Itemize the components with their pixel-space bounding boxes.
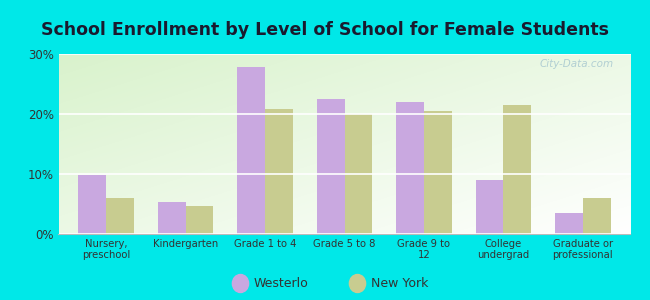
Text: New York: New York [370, 277, 428, 290]
Bar [503, 105, 531, 234]
Bar [424, 111, 452, 234]
Text: City-Data.com: City-Data.com [540, 59, 614, 69]
Bar [265, 109, 293, 234]
Bar [317, 99, 345, 234]
Bar [79, 175, 106, 234]
Bar [158, 202, 186, 234]
Bar [186, 206, 213, 234]
Bar [396, 102, 424, 234]
Bar [344, 114, 372, 234]
Bar [476, 180, 503, 234]
Bar [555, 213, 583, 234]
Bar [106, 198, 134, 234]
Text: School Enrollment by Level of School for Female Students: School Enrollment by Level of School for… [41, 21, 609, 39]
Text: Westerlo: Westerlo [254, 277, 308, 290]
Bar [583, 198, 610, 234]
Bar [237, 67, 265, 234]
